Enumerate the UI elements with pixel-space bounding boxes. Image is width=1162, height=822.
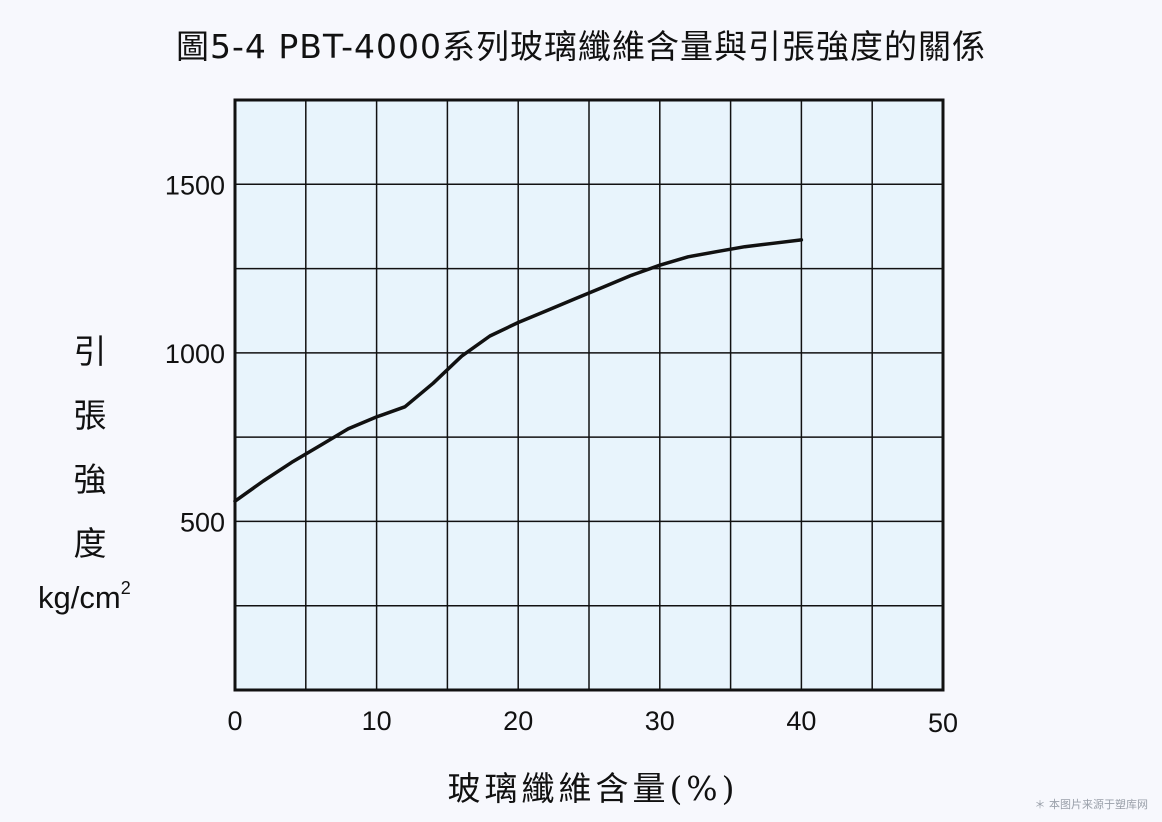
y-tick-label: 1500 [165, 170, 225, 200]
x-tick-label: 10 [362, 706, 392, 736]
x-tick-label: 0 [227, 706, 242, 736]
y-axis-label-char: 引 [73, 332, 107, 371]
x-tick-label: 50 [928, 708, 958, 738]
y-axis-label: 引 張 強 度 [30, 320, 160, 576]
x-axis-label: 玻璃纖維含量(%) [447, 769, 739, 808]
x-tick-label: 40 [786, 706, 816, 736]
x-tick-label: 20 [503, 706, 533, 736]
plot-frame [233, 98, 945, 692]
y-axis-label-char: 強 [73, 460, 107, 499]
series-group [233, 238, 804, 503]
y-tick-label: 1000 [165, 339, 225, 369]
y-tick-labels: 500 1000 1500 [165, 170, 225, 537]
y-axis-unit: kg/cm2 [38, 578, 131, 616]
chart-title: 圖5-4 PBT-4000系列玻璃纖維含量與引張強度的關係 [176, 27, 986, 66]
grid-lines [235, 100, 943, 690]
y-axis-label-char: 度 [73, 524, 107, 563]
y-axis-unit-text: kg/cm [38, 580, 121, 615]
y-axis-unit-superscript: 2 [120, 578, 131, 598]
x-tick-labels: 0 10 20 30 40 50 [227, 706, 958, 738]
source-footnote: ＊ 本图片来源于塑库网 [1034, 798, 1149, 811]
y-tick-label: 500 [180, 507, 225, 537]
series-line [233, 238, 804, 503]
y-axis-label-char: 張 [73, 396, 107, 435]
x-tick-label: 30 [645, 706, 675, 736]
